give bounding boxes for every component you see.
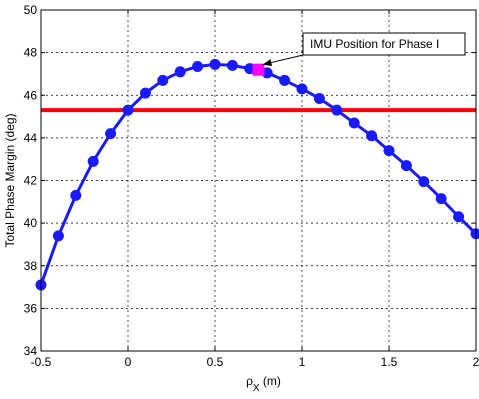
data-point bbox=[331, 104, 343, 116]
y-tick-label: 36 bbox=[24, 301, 38, 315]
data-point bbox=[470, 228, 479, 240]
data-point bbox=[105, 128, 117, 140]
x-tick-label: 0 bbox=[125, 355, 132, 369]
data-point bbox=[87, 155, 99, 167]
data-point bbox=[400, 160, 412, 172]
data-point bbox=[226, 59, 238, 71]
annotation-text: IMU Position for Phase I bbox=[310, 37, 439, 51]
data-point bbox=[70, 189, 82, 201]
y-tick-label: 42 bbox=[24, 174, 38, 188]
data-point bbox=[174, 66, 186, 78]
x-tick-label: -0.5 bbox=[31, 355, 52, 369]
data-point bbox=[209, 58, 221, 70]
x-axis-label: ρX (m) bbox=[246, 374, 281, 394]
data-point bbox=[435, 193, 447, 205]
highlight-marker bbox=[252, 63, 265, 76]
data-point bbox=[418, 176, 430, 188]
x-tick-label: 2 bbox=[473, 355, 479, 369]
data-point bbox=[348, 117, 360, 129]
data-point bbox=[453, 211, 465, 223]
x-axis-label-symbol: ρ bbox=[246, 374, 253, 388]
x-tick-label: 0.5 bbox=[207, 355, 224, 369]
axes-box bbox=[40, 9, 477, 352]
x-tick-label: 1 bbox=[299, 355, 306, 369]
x-axis-label-subscript: X bbox=[253, 383, 260, 394]
data-point bbox=[383, 145, 395, 157]
y-axis-label: Total Phase Margin (deg) bbox=[3, 113, 17, 247]
data-point bbox=[366, 130, 378, 142]
y-tick-label: 50 bbox=[24, 3, 38, 17]
x-axis-label-unit: (m) bbox=[260, 374, 281, 388]
tick-labels: -0.5 0 0.5 1 1.5 2 34 36 38 40 42 44 46 48 50 bbox=[24, 3, 479, 369]
annotation-layer: IMU Position for Phase I bbox=[262, 32, 466, 66]
x-tick-label: 1.5 bbox=[381, 355, 398, 369]
series-layer bbox=[35, 58, 479, 291]
data-point bbox=[52, 230, 64, 242]
data-point bbox=[279, 74, 291, 86]
y-tick-label: 34 bbox=[24, 344, 38, 358]
data-point bbox=[313, 92, 325, 104]
annotation-box bbox=[302, 32, 466, 56]
highlight-layer bbox=[252, 63, 265, 76]
y-tick-label: 46 bbox=[24, 88, 38, 102]
data-point bbox=[157, 74, 169, 86]
data-point bbox=[192, 60, 204, 72]
y-tick-label: 48 bbox=[24, 46, 38, 60]
data-point bbox=[139, 87, 151, 99]
data-point bbox=[122, 104, 134, 116]
y-tick-label: 40 bbox=[24, 216, 38, 230]
data-point bbox=[296, 83, 308, 95]
annotation-arrowhead bbox=[262, 59, 273, 66]
y-tick-label: 44 bbox=[24, 131, 38, 145]
y-tick-label: 38 bbox=[24, 259, 38, 273]
